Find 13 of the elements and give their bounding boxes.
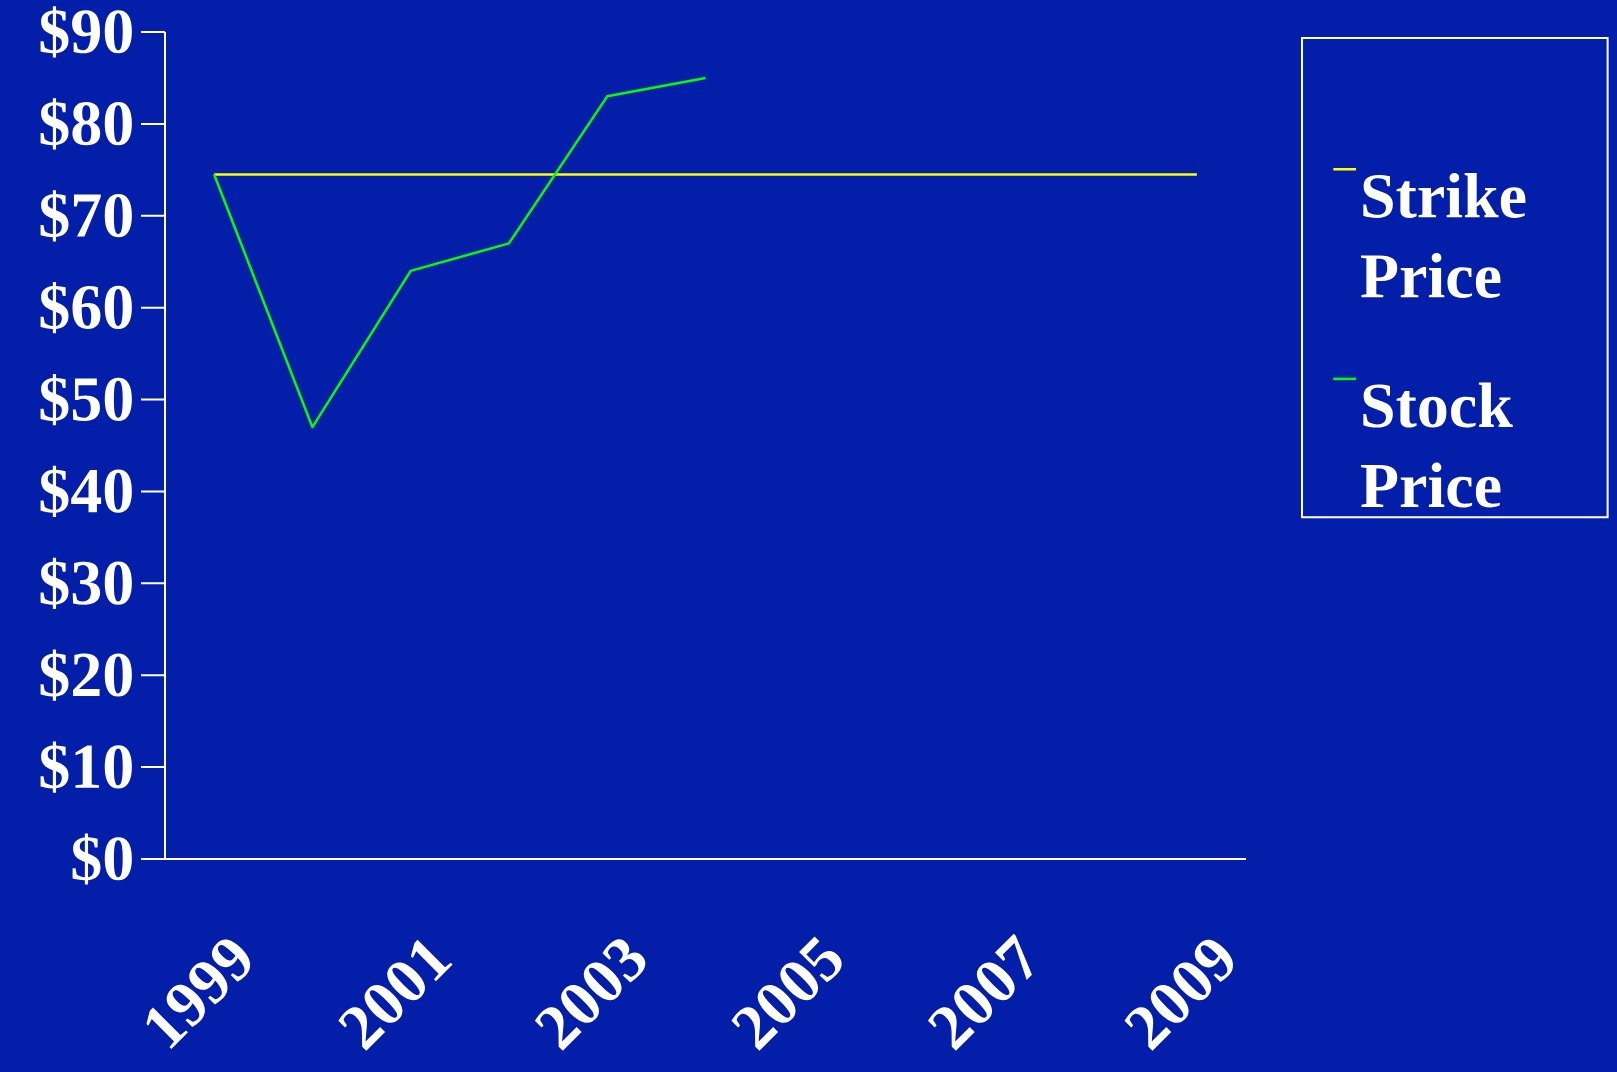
y-tick-label: $80 (40, 98, 132, 150)
y-tick-label: $70 (40, 190, 132, 242)
y-tick-label: $90 (40, 6, 132, 58)
y-tick-label: $40 (40, 465, 132, 518)
y-tick-label: $50 (40, 373, 132, 426)
y-tick-label: $10 (40, 741, 132, 793)
y-tick-label: $20 (40, 649, 132, 701)
line-series (212, 76, 707, 429)
legend-label: Stock Price (1361, 382, 1513, 508)
legend-label: Strike Price (1361, 172, 1526, 298)
y-tick-label: $30 (40, 557, 132, 609)
y-tick-label: $60 (40, 282, 132, 334)
y-tick-label: $0 (72, 833, 132, 885)
